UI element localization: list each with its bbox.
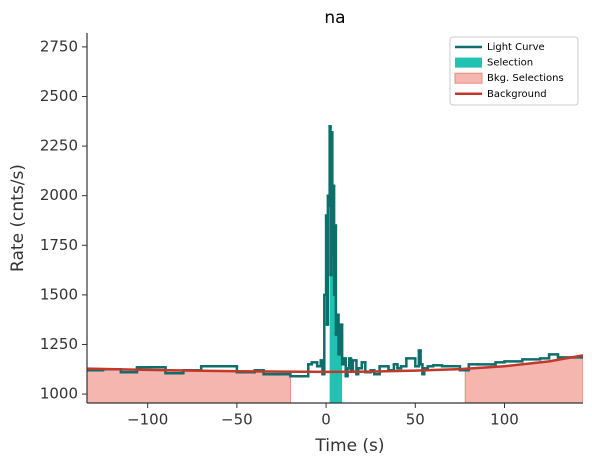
legend: Light Curve Selection Bkg. Selections Backg…: [449, 36, 579, 106]
y-tick-label: 1250: [40, 335, 78, 353]
x-axis-label: Time (s): [314, 436, 384, 456]
y-axis-label: Rate (cnts/s): [8, 164, 28, 272]
legend-label: Light Curve: [487, 42, 545, 53]
plot-area: [87, 124, 583, 403]
y-tick-label: 1500: [40, 285, 78, 303]
legend-handle: [454, 72, 483, 84]
axes: −100 −50 0 50 100 1000 1250 1500 1750 2000 2250 250…: [40, 33, 583, 429]
y-tick-label: 1750: [40, 236, 78, 254]
legend-handle: [455, 57, 482, 68]
y-tick-label: 2500: [40, 87, 78, 105]
bkg-selection: [464, 354, 583, 403]
legend-label: Background: [487, 89, 547, 100]
x-tick-label: 100: [490, 411, 519, 429]
legend-box: [449, 36, 579, 106]
x-tick-label: 0: [321, 411, 331, 429]
x-tick-label: 50: [406, 411, 425, 429]
legend-label: Selection: [487, 58, 533, 69]
chart-title: na: [324, 8, 345, 28]
background-line: [87, 354, 583, 374]
y-tick-label: 2750: [40, 37, 78, 55]
y-tick-label: 1000: [40, 385, 78, 403]
x-tick-label: −100: [127, 411, 168, 429]
legend-label: Bkg. Selections: [487, 73, 564, 84]
bkg-selection: [87, 368, 291, 403]
x-tick-label: −50: [221, 411, 253, 429]
y-tick-label: 2250: [40, 137, 78, 155]
y-tick-label: 2000: [40, 186, 78, 204]
